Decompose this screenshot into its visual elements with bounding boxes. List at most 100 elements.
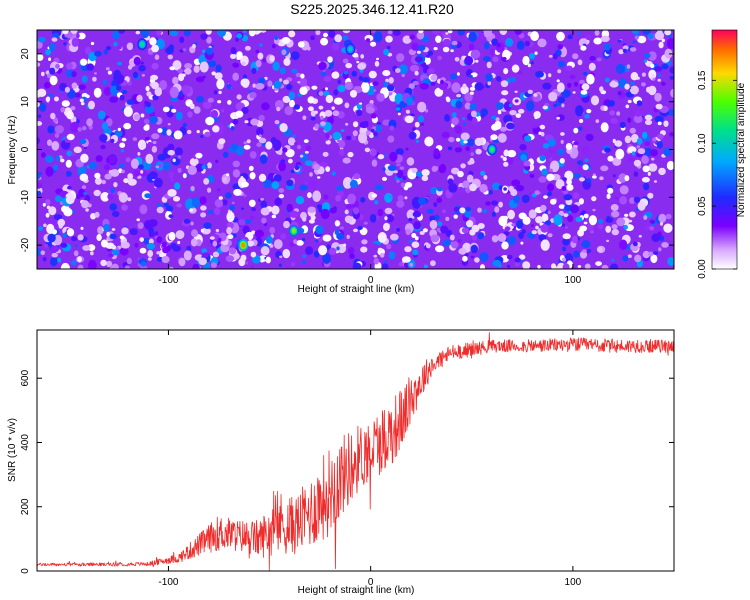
heatmap-cell <box>556 116 560 120</box>
heatmap-cell <box>424 136 434 147</box>
heatmap-cell <box>349 179 358 189</box>
heatmap-cell <box>42 203 46 207</box>
heatmap-cell <box>310 110 316 117</box>
heatmap-cell <box>279 123 288 133</box>
heatmap-cell <box>123 178 129 184</box>
heatmap-cell <box>101 122 109 131</box>
heatmap-cell <box>453 214 458 219</box>
heatmap-cell <box>562 233 571 240</box>
heatmap-cell <box>507 149 517 158</box>
heatmap-cell <box>422 228 428 233</box>
heatmap-cell <box>509 76 517 83</box>
heatmap-cell <box>383 154 388 157</box>
heatmap-cell <box>592 175 597 179</box>
heatmap-cell <box>456 93 462 98</box>
heatmap-cell <box>469 229 476 236</box>
heatmap-cell <box>243 194 247 198</box>
heatmap-cell <box>491 235 499 243</box>
heatmap-cell <box>463 140 468 144</box>
heatmap-cell <box>63 42 67 46</box>
heatmap-cell <box>543 195 548 199</box>
heatmap-cell <box>101 179 107 185</box>
heatmap-cell <box>40 250 46 256</box>
heatmap-x-axis-label: Height of straight line (km) <box>298 284 415 295</box>
heatmap-cell <box>363 221 368 225</box>
heatmap-cell <box>249 151 257 159</box>
heatmap-cell <box>650 254 658 264</box>
heatmap-cell <box>657 231 662 237</box>
heatmap-cell <box>119 247 129 256</box>
heatmap-cell <box>514 90 518 94</box>
heatmap-cell <box>430 260 436 267</box>
y-tick-label: 0 <box>20 146 31 152</box>
heatmap-cell <box>392 30 401 36</box>
heatmap-cell <box>235 37 239 42</box>
heatmap-cell <box>583 213 589 219</box>
heatmap-cell <box>51 252 58 258</box>
heatmap-cell <box>608 100 615 107</box>
heatmap-cell <box>395 148 404 156</box>
heatmap-cell <box>596 57 602 62</box>
heatmap-cell <box>627 99 632 104</box>
heatmap-cell <box>200 228 204 233</box>
heatmap-cell <box>445 32 449 35</box>
heatmap-cell <box>154 231 159 236</box>
heatmap-cell <box>481 114 485 118</box>
heatmap-cell <box>342 30 351 34</box>
heatmap-cell <box>423 68 427 74</box>
heatmap-cell <box>539 124 546 130</box>
heatmap-cell <box>242 30 247 33</box>
heatmap-cell <box>423 264 428 269</box>
heatmap-cell <box>606 193 611 200</box>
heatmap-cell <box>456 72 460 76</box>
heatmap-cell <box>108 253 114 258</box>
heatmap-cell <box>177 240 181 245</box>
heatmap-cell <box>557 44 563 50</box>
heatmap-cell <box>468 31 477 42</box>
heatmap-cell <box>344 81 353 91</box>
heatmap-cell <box>657 133 664 140</box>
heatmap-cell <box>46 139 53 146</box>
heatmap-cell <box>332 110 340 117</box>
heatmap-cell <box>436 227 440 232</box>
heatmap-cell <box>435 35 442 43</box>
heatmap-cell <box>345 62 353 69</box>
heatmap-cell <box>161 241 167 248</box>
heatmap-cell <box>254 229 264 238</box>
heatmap-cell <box>186 129 192 135</box>
heatmap-cell <box>377 232 387 243</box>
heatmap-cell <box>579 225 588 232</box>
heatmap-cell <box>261 217 267 224</box>
heatmap-cell <box>285 148 295 158</box>
heatmap-cell <box>633 159 642 167</box>
heatmap-cell <box>501 56 507 61</box>
heatmap-cell <box>70 121 80 133</box>
heatmap-cell <box>170 178 174 182</box>
heatmap-cell <box>85 208 89 212</box>
heatmap-cell <box>109 233 117 240</box>
heatmap-cell <box>647 192 654 199</box>
heatmap-cell <box>494 206 500 213</box>
heatmap-cell <box>573 127 579 134</box>
heatmap-cell <box>469 91 474 95</box>
heatmap-cell <box>658 213 667 223</box>
heatmap-cell <box>386 243 392 250</box>
heatmap-cell <box>466 174 474 183</box>
heatmap-cell <box>127 178 137 186</box>
heatmap-cell <box>344 102 350 109</box>
heatmap-cell <box>113 69 122 80</box>
heatmap-cell <box>419 231 425 235</box>
heatmap-cell <box>608 122 613 128</box>
heatmap-cell <box>657 78 661 82</box>
heatmap-cell <box>189 103 195 110</box>
heatmap-cell <box>48 206 57 216</box>
heatmap-cell <box>278 194 285 199</box>
heatmap-cell <box>461 227 470 234</box>
heatmap-cell <box>563 213 569 218</box>
heatmap-cell <box>214 199 224 208</box>
heatmap-cell <box>80 102 85 106</box>
heatmap-cell <box>193 106 201 114</box>
heatmap-cell <box>133 113 141 121</box>
heatmap-cell <box>563 194 573 201</box>
heatmap-cell <box>663 147 672 157</box>
